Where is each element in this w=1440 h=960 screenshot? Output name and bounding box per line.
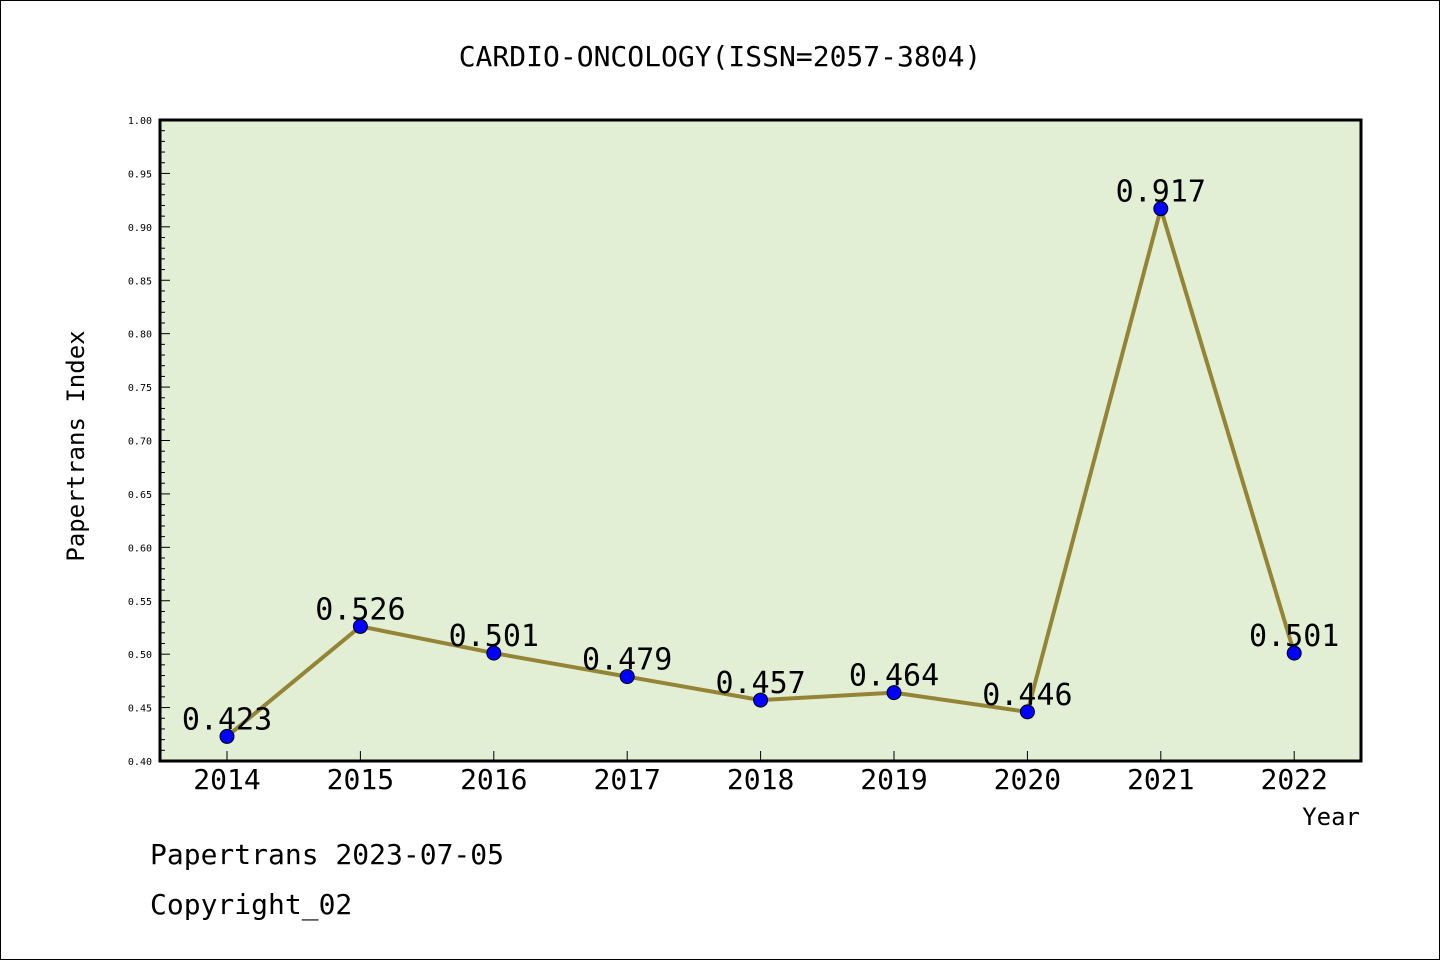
data-label: 0.526: [315, 592, 405, 627]
data-point: [753, 692, 769, 708]
data-label: 0.423: [182, 702, 272, 737]
x-tick-label: 2017: [593, 763, 660, 796]
data-point: [1019, 704, 1035, 720]
data-point: [1286, 645, 1302, 661]
x-axis: 2014 2015 2016 2017 2018 2019 2020 2021 2022: [193, 751, 1328, 796]
data-label: 0.457: [715, 666, 805, 701]
x-tick-label: 2016: [460, 763, 527, 796]
data-label: 0.917: [1116, 175, 1206, 210]
plot-border: [158, 118, 1363, 763]
x-tick-label: 2019: [860, 763, 927, 796]
y-tick-label: 0.50: [128, 650, 152, 661]
footer-date: Papertrans 2023-07-05: [150, 838, 504, 871]
data-label: 0.501: [449, 619, 539, 654]
data-point: [619, 669, 635, 685]
y-tick-label: 0.75: [128, 383, 152, 394]
y-tick-label: 0.45: [128, 704, 152, 715]
data-label: 0.464: [849, 659, 939, 694]
plot-area: [160, 120, 1361, 761]
y-tick-label: 0.95: [128, 169, 152, 180]
data-label: 0.501: [1249, 619, 1339, 654]
data-points: [219, 201, 1302, 744]
y-tick-label: 0.85: [128, 276, 152, 287]
data-point: [486, 645, 502, 661]
x-tick-label: 2022: [1260, 763, 1327, 796]
x-tick-label: 2020: [994, 763, 1061, 796]
y-tick-label: 0.80: [128, 330, 152, 341]
x-axis-label: Year: [1302, 803, 1360, 831]
y-tick-label: 0.60: [128, 543, 152, 554]
data-point: [352, 618, 368, 634]
y-tick-label: 0.65: [128, 490, 152, 501]
x-tick-label: 2015: [327, 763, 394, 796]
y-tick-label: 0.40: [128, 757, 152, 768]
y-tick-label: 0.55: [128, 597, 152, 608]
y-tick-label: 1.00: [128, 116, 152, 127]
y-tick-label: 0.90: [128, 223, 152, 234]
x-tick-label: 2014: [193, 763, 260, 796]
data-label: 0.446: [982, 678, 1072, 713]
data-label: 0.479: [582, 643, 672, 678]
footer-copyright: Copyright_02: [150, 888, 352, 922]
x-tick-label: 2021: [1127, 763, 1194, 796]
y-axis-label: Papertrans Index: [62, 330, 90, 561]
data-point: [1153, 201, 1169, 217]
x-tick-label: 2018: [727, 763, 794, 796]
data-labels: 0.423 0.526 0.501 0.479 0.457 0.464 0.446 0.917…: [182, 175, 1340, 738]
chart-title: CARDIO-ONCOLOGY(ISSN=2057-3804): [459, 40, 982, 73]
data-point: [886, 685, 902, 701]
y-tick-label: 0.70: [128, 437, 152, 448]
data-point: [219, 728, 235, 744]
